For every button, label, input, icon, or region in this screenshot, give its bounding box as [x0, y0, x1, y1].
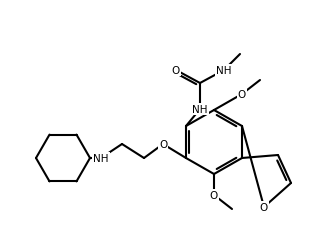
- Text: NH: NH: [216, 66, 232, 76]
- Text: O: O: [260, 202, 268, 212]
- Text: O: O: [238, 90, 246, 100]
- Text: O: O: [159, 140, 167, 149]
- Text: NH: NH: [192, 104, 208, 115]
- Text: O: O: [172, 66, 180, 76]
- Text: O: O: [210, 190, 218, 200]
- Text: NH: NH: [93, 154, 109, 163]
